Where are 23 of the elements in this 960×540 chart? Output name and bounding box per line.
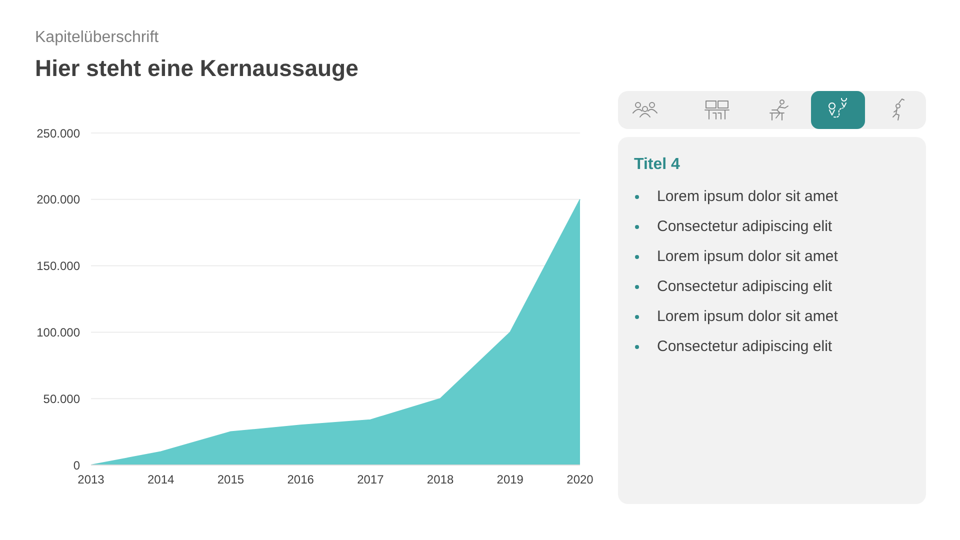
chart-title: Hier steht eine Kernaussauge (35, 54, 358, 82)
y-tick-label: 0 (73, 458, 80, 472)
x-tick-label: 2018 (426, 472, 454, 487)
x-tick-label: 2013 (78, 472, 105, 487)
chart-subtitle: Kapitelüberschrift (35, 28, 159, 48)
text: Consectetur adipiscing elit (657, 217, 832, 237)
x-tick-label: 2015 (217, 472, 244, 487)
y-tick-label: 150.000 (36, 259, 80, 274)
text: Lorem ipsum dolor sit amet (657, 307, 838, 327)
y-tick-label: 50.000 (43, 392, 80, 406)
x-tick-label: 2014 (148, 472, 175, 487)
x-tick-label: 2017 (357, 472, 384, 487)
x-tick-label: 2016 (287, 472, 314, 487)
y-tick-label: 100.000 (36, 325, 80, 340)
text: Lorem ipsum dolor sit amet (657, 247, 838, 267)
y-tick-label: 250.000 (36, 126, 80, 140)
text: Lorem ipsum dolor sit amet (657, 187, 838, 207)
text: Titel 4 (634, 155, 680, 175)
x-tick-label: 2019 (496, 472, 524, 487)
text: Consectetur adipiscing elit (657, 277, 832, 297)
x-tick-label: 2020 (566, 472, 594, 487)
text: Consectetur adipiscing elit (657, 337, 832, 357)
y-tick-label: 200.000 (36, 192, 80, 207)
